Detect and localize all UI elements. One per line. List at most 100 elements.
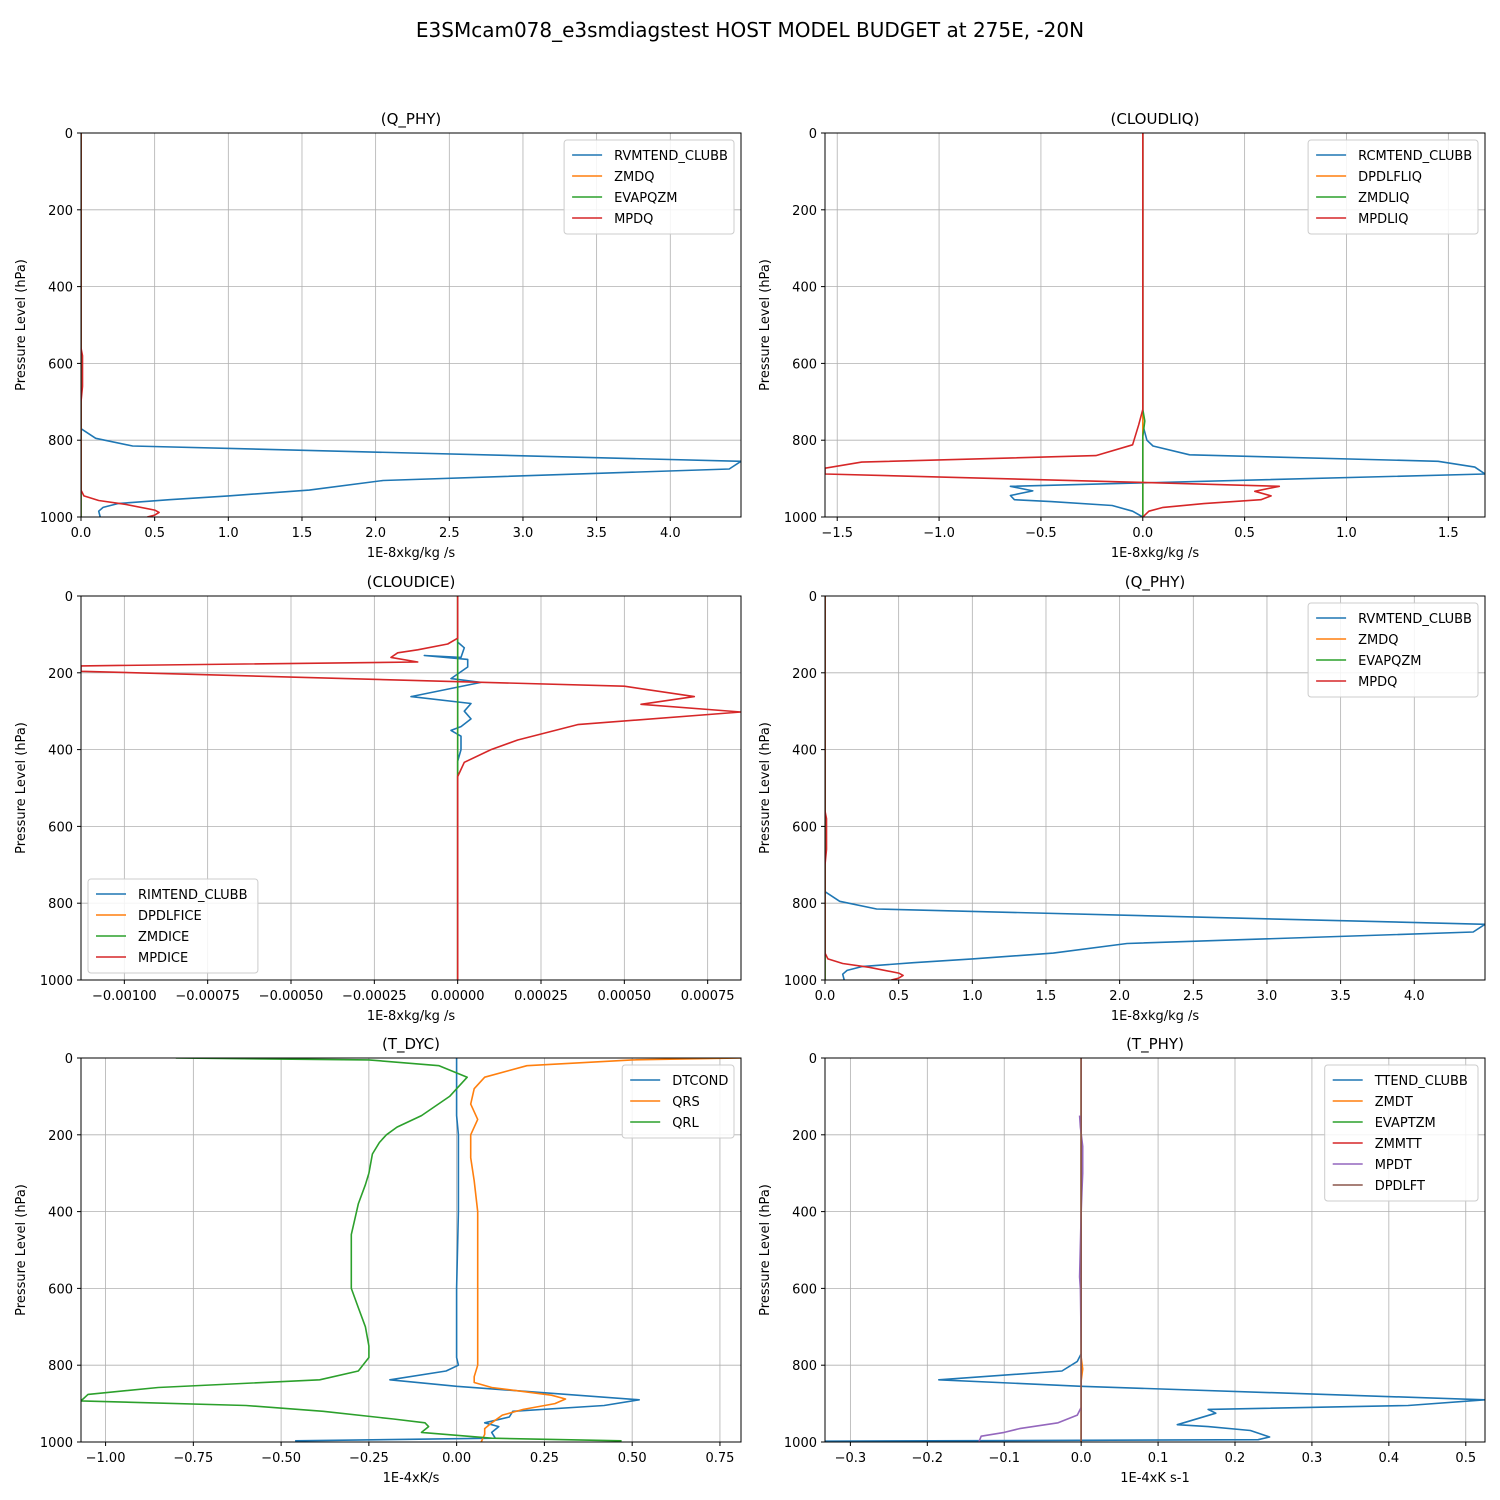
legend: RIMTEND_CLUBB DPDLFICE ZMDICE MPDICE [87,878,259,974]
x-tick-label: 2.0 [365,526,386,541]
y-tick-label: 800 [792,434,817,449]
y-tick-label: 1000 [784,974,817,989]
subplot-4: 0.0 0.5 1.0 1.5 2.0 2.5 3.0 3.5 4.0 0 200 400 600 800… [758,573,1486,1024]
x-tick-label: −0.5 [1025,526,1057,541]
series-line-mpdliq [825,133,1281,517]
y-tick-label: 600 [48,357,73,372]
axes-frame [824,132,1486,518]
y-axis-label: Pressure Level (hPa) [14,259,29,391]
y-tick-label: 200 [48,1129,73,1144]
subplot-title: (T_PHY) [1126,1035,1184,1054]
legend-entry: RVMTEND_CLUBB [1358,612,1472,627]
x-tick-label: 0.00000 [431,989,485,1004]
y-tick-label: 400 [48,281,73,296]
x-tick-label: 1.5 [1036,989,1057,1004]
y-tick-label: 800 [48,897,73,912]
legend-entry: DTCOND [672,1074,728,1089]
series-line-mpdice [81,596,741,980]
y-tick-label: 400 [792,1206,817,1221]
y-tick-label: 1000 [40,1436,73,1451]
legend-entry: DPDLFT [1375,1179,1425,1194]
x-tick-label: 0.25 [530,1451,559,1466]
x-tick-label: 0.2 [1225,1451,1246,1466]
axes-frame [824,1057,1486,1443]
subplot-title: (Q_PHY) [381,110,442,129]
x-tick-label: 0.00 [442,1451,471,1466]
subplot-title: (Q_PHY) [1125,573,1186,592]
x-tick-label: 1.0 [1336,526,1357,541]
series-line-rvmtend_clubb [825,596,1485,980]
legend: RVMTEND_CLUBB ZMDQ EVAPQZM MPDQ [563,139,735,235]
x-tick-label: 2.0 [1109,989,1130,1004]
x-tick-label: 0.0 [1071,1451,1092,1466]
y-tick-label: 200 [48,204,73,219]
x-tick-label: 0.0 [71,526,92,541]
x-tick-label: 2.5 [1183,989,1204,1004]
axes-frame [824,595,1486,981]
x-tick-label: −0.00100 [92,989,157,1004]
legend-entry: MPDQ [614,212,653,227]
legend-entry: RIMTEND_CLUBB [138,888,248,903]
y-tick-label: 800 [792,897,817,912]
x-tick-label: −0.00050 [259,989,324,1004]
legend-entry: DPDLFLIQ [1358,170,1422,185]
y-tick-label: 600 [792,1282,817,1297]
legend-entry: DPDLFICE [138,909,202,924]
x-tick-label: 0.0 [815,989,836,1004]
x-tick-label: 0.5 [1234,526,1255,541]
series-group [825,1058,1485,1442]
x-axis-label: 1E-8xkg/kg /s [1111,1009,1200,1024]
figure-title: E3SMcam078_e3smdiagstest HOST MODEL BUDG… [416,18,1084,42]
legend-entry: ZMDT [1375,1095,1413,1110]
subplot-5: −1.00 −0.75 −0.50 −0.25 0.00 0.25 0.50 0.75 0 200… [14,1035,742,1486]
legend-entry: MPDLIQ [1358,212,1408,227]
legend-entry: RCMTEND_CLUBB [1358,149,1472,164]
x-axis-label: 1E-8xkg/kg /s [367,1009,456,1024]
legend-box [621,1064,735,1139]
y-tick-label: 800 [792,1359,817,1374]
series-line-rvmtend_clubb [81,133,741,517]
x-tick-label: 0.5 [1455,1451,1476,1466]
y-tick-label: 400 [48,744,73,759]
y-tick-label: 200 [48,667,73,682]
x-tick-label: −0.50 [261,1451,301,1466]
y-tick-label: 0 [809,127,817,142]
y-tick-label: 600 [48,1282,73,1297]
axes-frame [80,595,742,981]
y-axis-label: Pressure Level (hPa) [758,1184,773,1316]
y-tick-label: 0 [809,590,817,605]
y-tick-label: 600 [792,357,817,372]
legend-entry: MPDICE [138,951,188,966]
y-tick-label: 600 [792,820,817,835]
y-tick-label: 800 [48,1359,73,1374]
x-tick-label: 0.1 [1148,1451,1169,1466]
x-tick-label: 4.0 [1404,989,1425,1004]
y-axis-label: Pressure Level (hPa) [758,259,773,391]
y-tick-label: 400 [792,744,817,759]
legend-box [1324,1064,1479,1202]
x-tick-label: −0.3 [835,1451,867,1466]
series-line-dtcond [295,1058,641,1442]
y-tick-label: 400 [792,281,817,296]
x-tick-label: −0.25 [349,1451,389,1466]
y-axis-label: Pressure Level (hPa) [14,1184,29,1316]
legend: TTEND_CLUBB ZMDT EVAPTZM ZMMTT MPDT DPDLFT [1324,1064,1479,1202]
x-tick-label: 0.5 [888,989,909,1004]
legend-entry: MPDQ [1358,675,1397,690]
legend-entry: ZMDICE [138,930,189,945]
x-tick-label: −1.5 [821,526,853,541]
x-tick-label: 1.0 [962,989,983,1004]
x-tick-label: −0.1 [988,1451,1020,1466]
series-line-rcmtend_clubb [1009,133,1485,517]
x-tick-label: 0.4 [1379,1451,1400,1466]
x-tick-label: 3.0 [1257,989,1278,1004]
x-axis-label: 1E-4xK s-1 [1120,1471,1190,1486]
legend-entry: ZMMTT [1375,1137,1422,1152]
series-line-rimtend_clubb [410,596,482,980]
x-tick-label: 0.5 [144,526,165,541]
x-axis-label: 1E-8xkg/kg /s [1111,546,1200,561]
subplot-title: (T_DYC) [382,1035,440,1054]
legend: RCMTEND_CLUBB DPDLFLIQ ZMDLIQ MPDLIQ [1307,139,1479,235]
legend-entry: EVAPTZM [1375,1116,1436,1131]
